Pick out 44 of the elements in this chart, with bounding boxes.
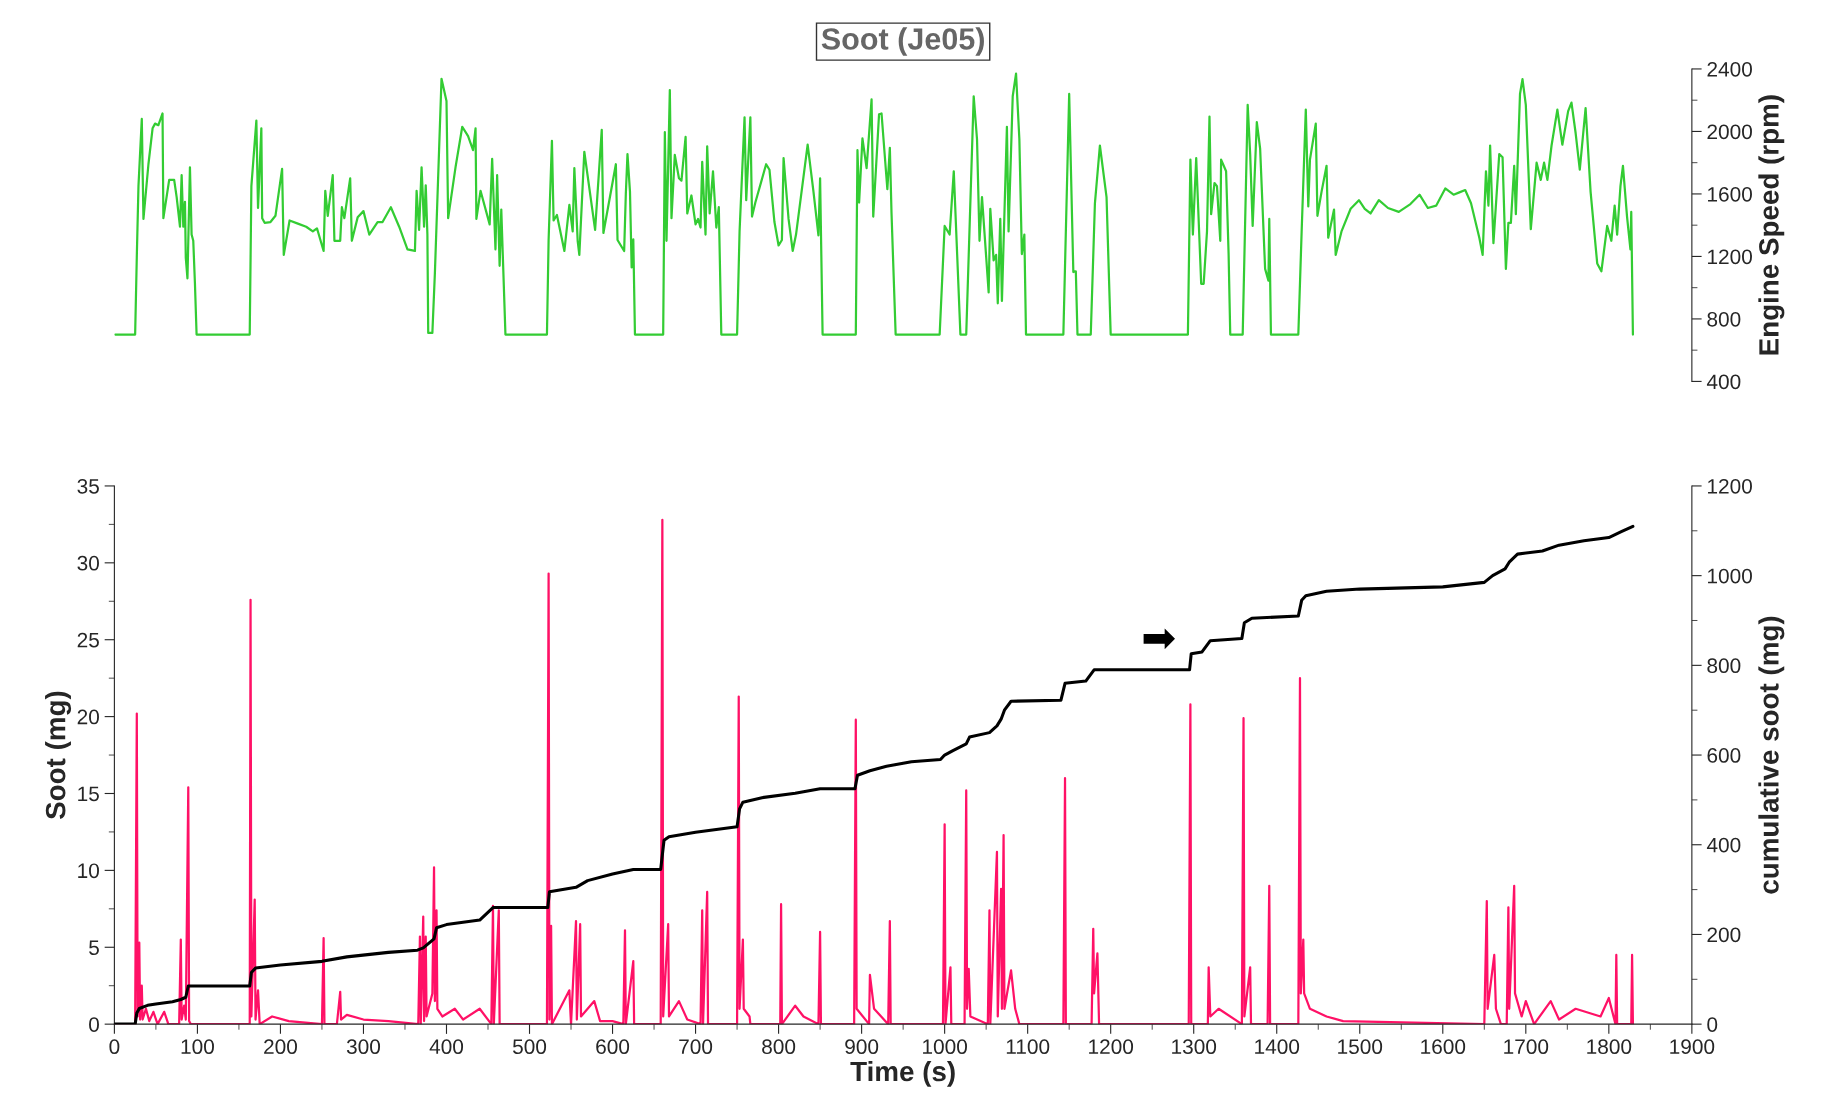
x-tick-label: 1800 (1587, 1039, 1632, 1055)
y-axis-title: Engine Speed (rpm) (1758, 95, 1785, 355)
y2-tick-label: 600 (1707, 748, 1741, 763)
x-tick-label: 1900 (1670, 1039, 1715, 1055)
x-tick-label: 700 (679, 1039, 713, 1055)
y-tick-label: 15 (78, 786, 99, 802)
y-tick-label: 35 (77, 478, 99, 494)
x-tick-label: 1600 (1421, 1039, 1466, 1055)
y-tick-label: 10 (78, 863, 99, 879)
y-tick-label: 2400 (1707, 61, 1752, 77)
x-tick-label: 1000 (923, 1039, 967, 1055)
x-axis-title: Time (s) (850, 1060, 955, 1087)
y-tick-label: 2000 (1707, 124, 1752, 140)
x-tick-label: 500 (512, 1039, 547, 1055)
annotation: ➡ (1143, 628, 1176, 650)
x-tick-label: 600 (596, 1039, 630, 1055)
x-tick-label: 1500 (1338, 1039, 1383, 1055)
x-tick-label: 100 (181, 1039, 214, 1055)
y-axis-title: Soot (mg) (45, 691, 72, 820)
x-tick-label: 1200 (1089, 1039, 1134, 1055)
x-tick-label: 200 (264, 1039, 298, 1055)
x-tick-label: 400 (429, 1039, 464, 1055)
x-tick-label: 300 (346, 1039, 381, 1055)
y-tick-label: 1200 (1708, 249, 1752, 265)
y2-tick-label: 200 (1707, 927, 1741, 943)
x-tick-label: 1700 (1504, 1039, 1549, 1055)
y2-tick-label: 1000 (1708, 568, 1752, 584)
y-tick-label: 5 (89, 940, 99, 956)
y-tick-label: 1600 (1708, 186, 1752, 202)
y-tick-label: 800 (1707, 311, 1741, 327)
y-tick-label: 25 (77, 632, 99, 648)
x-tick-label: 0 (109, 1039, 120, 1055)
x-tick-label: 800 (762, 1039, 796, 1055)
x-tick-label: 1100 (1006, 1039, 1050, 1055)
y-tick-label: 400 (1706, 374, 1741, 390)
line-series (114, 72, 1635, 336)
chart-title: Soot (Je05) (821, 27, 984, 56)
y-tick-label: 0 (89, 1017, 99, 1032)
x-tick-label: 1300 (1172, 1039, 1217, 1055)
y-tick-label: 30 (77, 555, 99, 571)
x-tick-label: 900 (845, 1039, 879, 1055)
y2-axis-title: cumulative soot (mg) (1758, 616, 1785, 894)
x-tick-label: 1400 (1255, 1039, 1300, 1055)
y-tick-label: 20 (77, 709, 99, 725)
